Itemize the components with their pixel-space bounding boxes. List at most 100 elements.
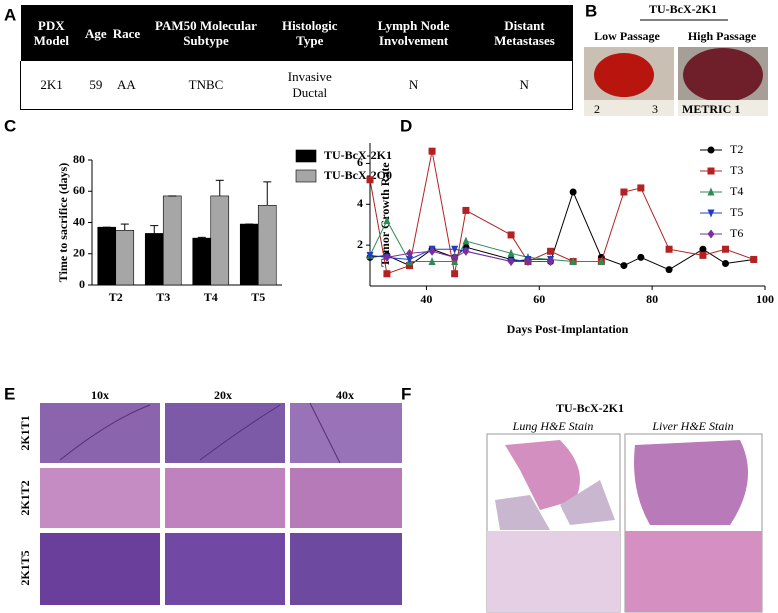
marker	[707, 209, 715, 218]
bar	[239, 223, 259, 286]
cell: TNBC	[143, 61, 269, 110]
cell: AA	[109, 61, 144, 110]
bar	[210, 195, 230, 286]
marker	[383, 252, 391, 262]
cell: N	[350, 61, 477, 110]
marker	[637, 184, 645, 192]
marker	[462, 246, 470, 256]
stain-label: Liver H&E Stain	[651, 419, 733, 433]
panel-title: TU-BcX-2K1	[649, 2, 717, 16]
legend-swatch	[295, 169, 317, 183]
column-header: Lymph Node Involvement	[350, 5, 477, 61]
column-header: Distant Metastases	[476, 5, 573, 61]
marker	[428, 256, 436, 265]
micrograph	[165, 403, 285, 463]
marker	[722, 245, 729, 253]
column-header: Age	[82, 5, 110, 61]
marker	[620, 262, 628, 270]
row-label: 2K1T1	[18, 415, 32, 450]
marker	[406, 262, 413, 270]
x-tick-label: T5	[251, 290, 265, 304]
bar	[144, 233, 164, 286]
panel-letter: D	[400, 116, 412, 135]
panel-letter: A	[4, 5, 16, 24]
column-label: 40x	[336, 388, 354, 402]
series-line	[369, 190, 754, 271]
y-axis-label: Time to sacrifice (days)	[56, 163, 70, 282]
x-tick-label: 60	[533, 292, 545, 306]
error-bar	[263, 181, 272, 206]
tissue	[505, 440, 580, 510]
micrograph	[165, 468, 285, 528]
y-tick-label: 20	[73, 246, 85, 260]
legend-label: T6	[730, 226, 743, 240]
marker	[699, 245, 707, 253]
marker	[620, 188, 628, 196]
photo-label: Low Passage	[594, 29, 660, 43]
cell: 59	[82, 61, 110, 110]
series-line	[369, 151, 754, 275]
stain-label: Lung H&E Stain	[512, 419, 594, 433]
row-label: 2K1T5	[18, 550, 32, 585]
tissue	[634, 440, 748, 525]
y-tick-label: 60	[73, 183, 85, 197]
marker	[451, 270, 459, 278]
bar	[192, 237, 212, 286]
x-tick-label: 40	[420, 292, 432, 306]
marker	[524, 256, 532, 266]
marker	[383, 216, 391, 225]
legend-label: TU-BcX-2O0	[324, 168, 392, 182]
column-header: Race	[109, 5, 144, 61]
x-tick-label: T3	[156, 290, 170, 304]
panel-letter: B	[585, 1, 597, 20]
legend-label: TU-BcX-2K1	[324, 148, 392, 162]
marker	[750, 255, 758, 263]
micrograph	[290, 533, 402, 605]
marker	[462, 236, 470, 245]
marker	[451, 252, 459, 262]
ruler-label: METRIC 1	[682, 102, 740, 116]
marker	[547, 256, 555, 266]
ruler-label: 2	[594, 102, 600, 116]
marker	[366, 176, 374, 184]
ruler	[678, 100, 768, 116]
marker	[428, 246, 436, 256]
marker	[722, 260, 729, 268]
legend-label: T2	[730, 142, 743, 156]
photo-label: High Passage	[688, 29, 757, 43]
marker	[707, 187, 715, 196]
row: 2K1 59 AA TNBC Invasive Ductal N N	[20, 61, 574, 110]
marker	[428, 147, 436, 155]
marker	[507, 248, 515, 257]
micrograph	[290, 468, 402, 528]
y-tick-label: 2	[357, 237, 363, 251]
bar	[97, 226, 117, 286]
marker	[507, 231, 515, 239]
column-label: 10x	[91, 388, 109, 402]
bar	[257, 205, 277, 286]
cell: N	[476, 61, 574, 110]
marker	[507, 256, 515, 266]
tissue	[495, 480, 615, 530]
pdx-table: PDX Model Age Race PAM50 Molecular Subtype H…	[20, 5, 574, 110]
ruler	[584, 100, 674, 116]
panel-title: TU-BcX-2K1	[556, 401, 624, 415]
panel-letter: E	[4, 384, 15, 403]
error-bar	[197, 236, 206, 239]
cell: 2K1	[20, 61, 83, 110]
x-tick-label: 100	[756, 292, 774, 306]
error-bar	[215, 179, 224, 196]
marker	[699, 251, 707, 259]
y-tick-label: 0	[79, 277, 85, 291]
cell: Invasive Ductal	[268, 61, 351, 110]
marker	[569, 188, 577, 196]
marker	[462, 206, 470, 214]
marker	[366, 251, 374, 260]
panel-letter: F	[401, 384, 411, 403]
bar	[115, 230, 135, 286]
micrograph	[40, 533, 160, 605]
panel-letter: C	[4, 116, 16, 135]
ruler-label: 3	[652, 102, 658, 116]
